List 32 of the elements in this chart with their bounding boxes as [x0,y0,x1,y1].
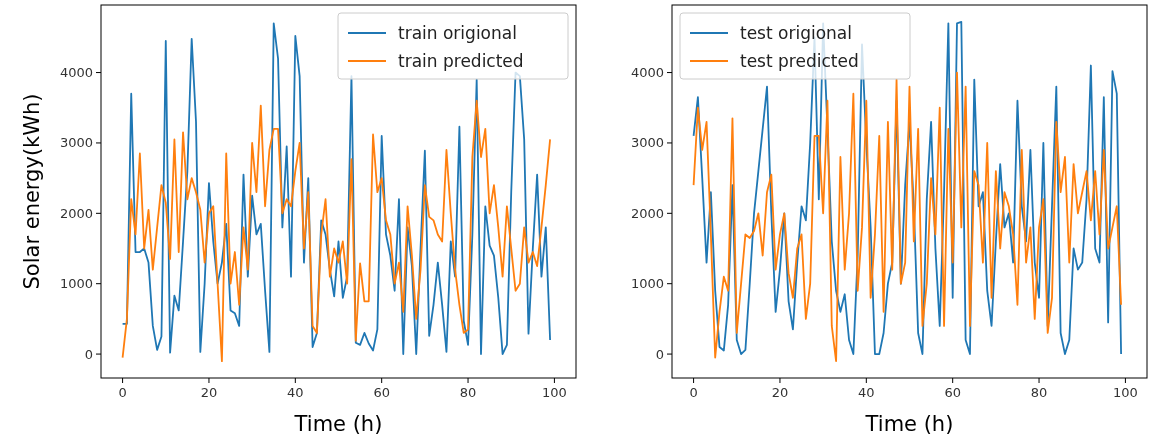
y-tick-label: 4000 [630,65,664,81]
y-tick-label: 2000 [59,205,93,221]
y-tick-label: 1000 [59,276,93,292]
x-tick-label: 20 [200,385,218,400]
legend-label: train origional [398,23,517,43]
x-axis-title: Time (h) [293,412,383,436]
x-tick-label: 40 [858,385,875,400]
y-axis-title: Solar energy(kWh) [20,93,44,290]
line-series [121,99,551,363]
x-tick-label: 80 [459,385,477,400]
x-tick-label: 0 [118,385,127,400]
y-tick-label: 0 [84,346,93,362]
y-tick-label: 0 [655,346,664,362]
x-tick-label: 100 [542,385,567,400]
legend-label: test predicted [740,51,859,71]
y-tick-label: 1000 [630,276,664,292]
legend-label: train predicted [398,51,524,71]
y-tick-label: 4000 [59,65,93,81]
y-tick-label: 3000 [630,135,664,151]
x-tick-label: 40 [287,385,304,400]
line-series [121,22,551,355]
x-tick-label: 80 [1030,385,1048,400]
y-tick-label: 2000 [630,205,664,221]
x-tick-label: 20 [771,385,789,400]
x-axis-title: Time (h) [864,412,954,436]
legend-label: test origional [740,23,852,43]
x-tick-label: 60 [944,385,961,400]
y-tick-label: 3000 [59,135,93,151]
x-tick-label: 100 [1112,385,1138,400]
line-series [692,71,1122,363]
x-tick-label: 60 [373,385,390,400]
x-tick-label: 0 [689,385,698,400]
